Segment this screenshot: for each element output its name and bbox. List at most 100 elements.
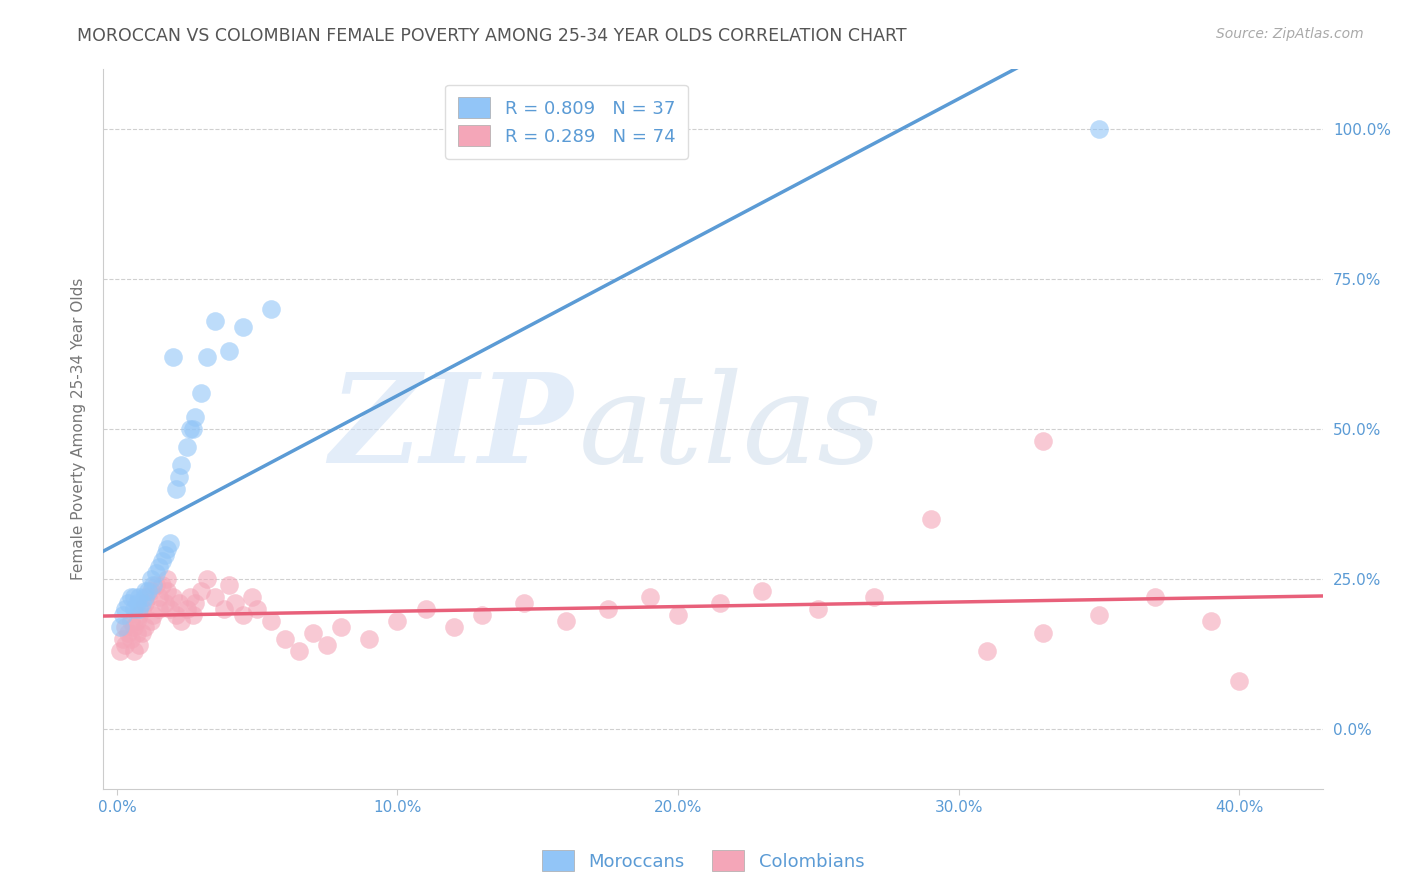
Point [176, 440, 198, 454]
Point [170, 614, 193, 628]
Point [165, 482, 187, 496]
Point [128, 607, 150, 622]
Point [1199, 614, 1222, 628]
Point [148, 590, 170, 604]
Point [330, 620, 353, 634]
Point [136, 584, 159, 599]
Point [128, 590, 150, 604]
Point [218, 343, 240, 358]
Point [136, 590, 159, 604]
Point [195, 350, 218, 364]
Point [111, 632, 134, 646]
Legend: R = 0.809   N = 37, R = 0.289   N = 74: R = 0.809 N = 37, R = 0.289 N = 74 [446, 85, 688, 159]
Point [443, 620, 465, 634]
Text: ZIP: ZIP [329, 368, 572, 490]
Point [128, 638, 150, 652]
Text: MOROCCAN VS COLOMBIAN FEMALE POVERTY AMONG 25-34 YEAR OLDS CORRELATION CHART: MOROCCAN VS COLOMBIAN FEMALE POVERTY AMO… [77, 27, 907, 45]
Point [117, 626, 139, 640]
Point [302, 626, 325, 640]
Text: Source: ZipAtlas.com: Source: ZipAtlas.com [1216, 27, 1364, 41]
Point [134, 620, 156, 634]
Point [125, 614, 148, 628]
Point [142, 578, 165, 592]
Point [150, 554, 173, 568]
Point [596, 602, 619, 616]
Point [156, 541, 179, 556]
Point [1088, 607, 1111, 622]
Point [240, 590, 263, 604]
Point [108, 644, 131, 658]
Point [204, 314, 226, 328]
Point [120, 632, 142, 646]
Point [638, 590, 661, 604]
Point [316, 638, 339, 652]
Point [863, 590, 886, 604]
Point [415, 602, 437, 616]
Point [131, 602, 153, 616]
Point [114, 620, 136, 634]
Point [709, 596, 731, 610]
Point [751, 584, 773, 599]
Point [181, 422, 204, 436]
Point [1032, 434, 1054, 448]
Point [156, 584, 179, 599]
Point [246, 602, 269, 616]
Point [1143, 590, 1166, 604]
Point [512, 596, 534, 610]
Point [134, 596, 156, 610]
Point [134, 590, 156, 604]
Point [125, 596, 148, 610]
Point [165, 607, 187, 622]
Point [148, 602, 170, 616]
Point [359, 632, 381, 646]
Point [195, 572, 218, 586]
Point [179, 590, 201, 604]
Point [212, 602, 235, 616]
Point [1227, 674, 1250, 689]
Point [131, 596, 153, 610]
Point [554, 614, 576, 628]
Point [148, 560, 170, 574]
Point [122, 590, 145, 604]
Point [167, 596, 190, 610]
Point [170, 458, 193, 472]
Point [184, 409, 207, 424]
Point [976, 644, 998, 658]
Point [122, 644, 145, 658]
Point [120, 614, 142, 628]
Point [920, 512, 942, 526]
Point [134, 584, 156, 599]
Point [114, 602, 136, 616]
Point [150, 578, 173, 592]
Point [260, 301, 283, 316]
Point [131, 626, 153, 640]
Point [184, 596, 207, 610]
Point [232, 607, 254, 622]
Point [807, 602, 830, 616]
Point [1032, 626, 1054, 640]
Point [122, 620, 145, 634]
Point [108, 620, 131, 634]
Point [153, 596, 176, 610]
Point [181, 607, 204, 622]
Text: atlas: atlas [579, 368, 882, 490]
Point [162, 590, 184, 604]
Point [232, 319, 254, 334]
Legend: Moroccans, Colombians: Moroccans, Colombians [534, 843, 872, 879]
Point [190, 385, 212, 400]
Point [167, 470, 190, 484]
Y-axis label: Female Poverty Among 25-34 Year Olds: Female Poverty Among 25-34 Year Olds [72, 277, 86, 580]
Point [159, 602, 181, 616]
Point [139, 614, 162, 628]
Point [125, 626, 148, 640]
Point [153, 548, 176, 562]
Point [145, 578, 167, 592]
Point [179, 422, 201, 436]
Point [176, 602, 198, 616]
Point [260, 614, 283, 628]
Point [1088, 121, 1111, 136]
Point [139, 584, 162, 599]
Point [218, 578, 240, 592]
Point [288, 644, 311, 658]
Point [156, 572, 179, 586]
